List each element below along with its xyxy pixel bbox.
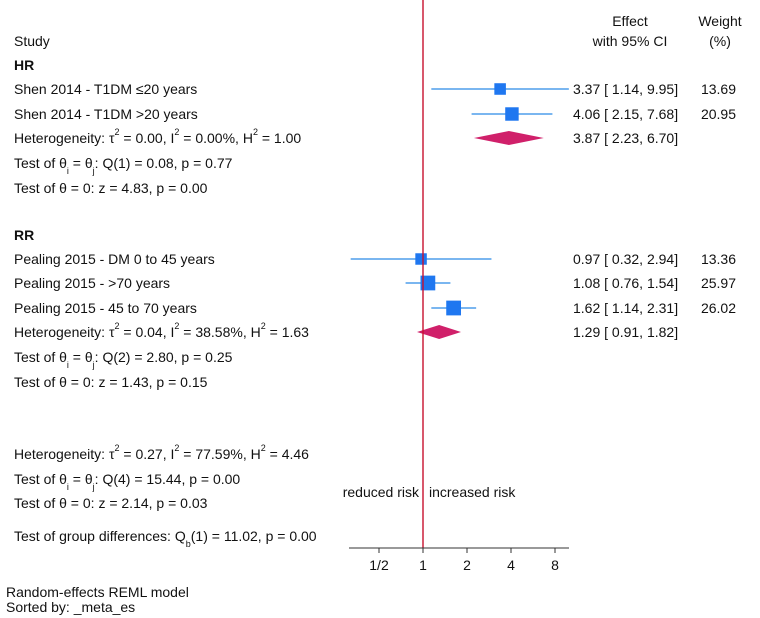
x-tick-label: 1/2 — [369, 557, 389, 573]
pooled-ci-text: 1.29 [ 0.91, 1.82] — [573, 324, 679, 340]
pooled-diamond — [473, 131, 544, 145]
study-weight: 13.69 — [700, 81, 736, 97]
footnote-model: Random-effects REML model — [6, 584, 189, 600]
study-weight: 25.97 — [700, 275, 736, 291]
pooled-ci-text: 3.87 [ 2.23, 6.70] — [573, 130, 679, 146]
annotation-reduced-risk: reduced risk — [342, 484, 419, 500]
test-z-text: Test of θ = 0: z = 4.83, p = 0.00 — [14, 180, 208, 196]
study-label: Pealing 2015 - 45 to 70 years — [14, 300, 197, 316]
study-label: Shen 2014 - T1DM ≤20 years — [14, 81, 198, 97]
group-diff-text: Test of group differences: Qb(1) = 11.02… — [14, 528, 317, 549]
study-marker — [494, 83, 506, 95]
study-label: Shen 2014 - T1DM >20 years — [14, 106, 198, 122]
study-label: Pealing 2015 - DM 0 to 45 years — [14, 251, 215, 267]
pooled-diamond — [417, 325, 462, 339]
test-q-text: Test of θi = θj: Q(2) = 2.80, p = 0.25 — [14, 349, 233, 370]
study-marker — [415, 253, 427, 265]
study-label: Pealing 2015 - >70 years — [14, 275, 171, 291]
overall-heterogeneity-text: Heterogeneity: τ2 = 0.27, I2 = 77.59%, H… — [14, 443, 309, 462]
study-marker — [420, 275, 436, 291]
group-label-rr: RR — [14, 227, 35, 243]
header-effect-line2: with 95% CI — [592, 33, 668, 49]
group-label-hr: HR — [14, 57, 35, 73]
study-weight: 26.02 — [700, 300, 736, 316]
study-marker — [446, 300, 462, 316]
study-ci-text: 1.08 [ 0.76, 1.54] — [573, 275, 679, 291]
study-ci-text: 1.62 [ 1.14, 2.31] — [573, 300, 679, 316]
study-ci-text: 0.97 [ 0.32, 2.94] — [573, 251, 679, 267]
header-study: Study — [14, 33, 50, 49]
study-marker — [505, 107, 519, 121]
heterogeneity-text: Heterogeneity: τ2 = 0.04, I2 = 38.58%, H… — [14, 321, 309, 340]
x-tick-label: 4 — [507, 557, 515, 573]
heterogeneity-text: Heterogeneity: τ2 = 0.00, I2 = 0.00%, H2… — [14, 127, 302, 146]
annotation-increased-risk: increased risk — [429, 484, 516, 500]
test-q-text: Test of θi = θj: Q(1) = 0.08, p = 0.77 — [14, 155, 233, 176]
x-tick-label: 8 — [551, 557, 559, 573]
header-effect-line1: Effect — [612, 13, 648, 29]
header-weight-line1: Weight — [698, 13, 742, 29]
footnote-sorted: Sorted by: _meta_es — [6, 599, 136, 615]
study-ci-text: 3.37 [ 1.14, 9.95] — [573, 81, 679, 97]
test-z-text: Test of θ = 0: z = 1.43, p = 0.15 — [14, 374, 208, 390]
study-weight: 13.36 — [700, 251, 736, 267]
study-ci-text: 4.06 [ 2.15, 7.68] — [573, 106, 679, 122]
x-tick-label: 2 — [463, 557, 471, 573]
overall-test-z-text: Test of θ = 0: z = 2.14, p = 0.03 — [14, 495, 208, 511]
x-tick-label: 1 — [419, 557, 427, 573]
header-weight-line2: (%) — [709, 33, 731, 49]
overall-test-q-text: Test of θi = θj: Q(4) = 15.44, p = 0.00 — [14, 471, 241, 492]
study-weight: 20.95 — [700, 106, 736, 122]
